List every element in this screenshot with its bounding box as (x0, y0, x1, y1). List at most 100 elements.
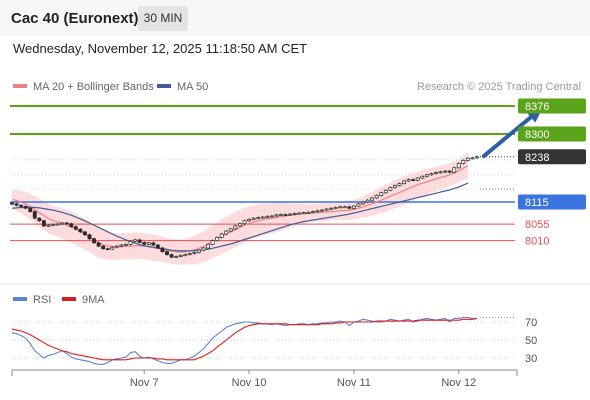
legend-swatch-1 (157, 84, 171, 88)
candle-18 (92, 237, 97, 244)
candle-20 (101, 245, 106, 250)
candle-13 (69, 222, 74, 228)
candle-15 (78, 228, 83, 233)
candle-70 (329, 207, 334, 211)
candle-78 (365, 199, 370, 204)
level-badge-8300 (518, 126, 586, 142)
candle-body (247, 218, 252, 222)
candle-body (78, 228, 83, 233)
candle-body (274, 214, 279, 217)
level-label-8010: 8010 (525, 236, 549, 248)
candle-67 (315, 209, 320, 213)
candle-body (292, 213, 297, 215)
candle-body (196, 249, 201, 253)
candle-body (420, 175, 425, 179)
candle-body (265, 215, 270, 218)
candle-45 (215, 236, 220, 242)
candle-11 (60, 221, 65, 226)
candle-48 (228, 227, 233, 233)
candle-22 (110, 246, 115, 251)
candle-body (397, 183, 402, 186)
candle-body (379, 192, 384, 196)
candle-body (92, 238, 97, 244)
candle-body (342, 206, 347, 209)
candle-body (447, 170, 452, 173)
x-axis: Nov 7 Nov 10 Nov 11 Nov 12 (11, 369, 518, 389)
candle-body (461, 160, 466, 164)
candle-body (288, 213, 293, 216)
candle-body (192, 252, 197, 254)
candle-body (465, 157, 470, 161)
candle-body (237, 223, 242, 227)
candle-body (32, 211, 37, 219)
candle-body (260, 216, 265, 219)
candle-body (406, 179, 411, 182)
candle-19 (96, 241, 101, 248)
candle-74 (347, 205, 352, 210)
candle-93 (434, 171, 438, 175)
candle-body (69, 223, 74, 227)
candle-body (361, 201, 365, 205)
candle-88 (411, 178, 416, 182)
candle-body (415, 177, 420, 181)
candle-body (169, 254, 174, 258)
candle-body (101, 245, 106, 250)
candle-71 (333, 206, 338, 210)
candle-63 (297, 211, 302, 215)
candle-body (269, 215, 274, 218)
candle-53 (251, 217, 256, 221)
x-tick-label-2: Nov 11 (337, 377, 371, 389)
candle-14 (73, 225, 78, 231)
bollinger-bands (12, 152, 468, 265)
candle-40 (192, 251, 197, 255)
candle-body (310, 211, 315, 213)
candle-body (119, 244, 124, 247)
candle-5 (32, 210, 37, 220)
candle-102 (475, 155, 479, 159)
candle-85 (397, 182, 402, 187)
candle-body (242, 220, 247, 225)
candle-body (219, 233, 224, 238)
candle-30 (146, 241, 151, 246)
candle-80 (374, 194, 379, 200)
candle-body (137, 239, 142, 243)
candle-97 (452, 166, 457, 174)
candle-46 (219, 232, 224, 239)
candle-body (14, 203, 19, 206)
candle-79 (370, 196, 375, 202)
candle-60 (283, 213, 288, 216)
candle-83 (388, 186, 393, 192)
candle-86 (402, 179, 407, 185)
candle-body (124, 243, 128, 246)
candle-body (429, 173, 434, 176)
candle-body (60, 222, 65, 225)
candle-27 (133, 238, 138, 243)
candle-body (87, 234, 92, 240)
candle-96 (447, 170, 452, 174)
candle-49 (233, 224, 238, 230)
candle-body (105, 248, 110, 251)
candles (10, 155, 479, 259)
candle-4 (28, 207, 33, 213)
rsi-line (11, 316, 477, 365)
candle-body (475, 156, 479, 159)
instrument-title: Cac 40 (Euronext) (11, 10, 139, 27)
candle-body (82, 231, 87, 236)
rsi-legend: RSI 9MA (13, 294, 105, 306)
x-tick-label-1: Nov 10 (232, 377, 267, 389)
candle-42 (201, 246, 206, 252)
rsi-legend-label-0: RSI (33, 294, 51, 306)
candle-52 (247, 218, 252, 222)
candle-31 (151, 241, 156, 247)
candle-body (187, 253, 192, 255)
ma50-line (11, 182, 469, 252)
candle-0 (10, 202, 14, 205)
rsi-tick-30: 30 (525, 353, 537, 365)
candle-body (233, 225, 238, 230)
candle-body (64, 222, 69, 225)
candle-87 (406, 178, 411, 183)
candle-body (374, 195, 379, 199)
interval-button[interactable]: 30 MIN (138, 6, 188, 31)
